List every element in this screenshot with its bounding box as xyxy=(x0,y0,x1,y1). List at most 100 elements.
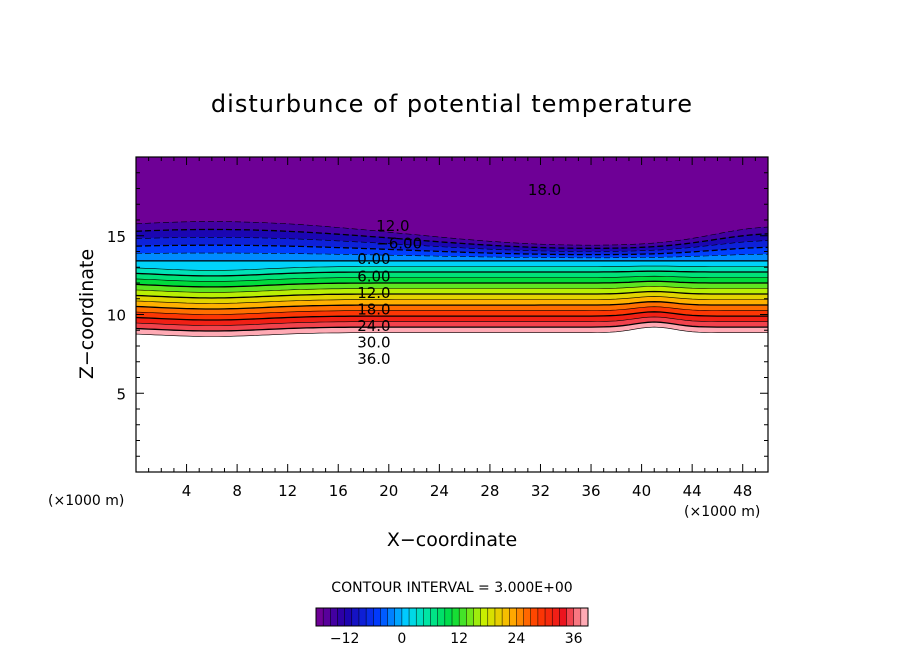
colorbar-segment xyxy=(580,608,589,626)
colorbar-segment xyxy=(573,608,582,626)
x-axis-ticks: 4 8 12 16 20 24 28 32 36 40 44 48 xyxy=(148,157,756,500)
colorbar-segment xyxy=(316,608,324,626)
x-tick-label: 16 xyxy=(329,482,348,500)
chart-title: disturbunce of potential temperature xyxy=(211,90,693,118)
x-axis-label: X−coordinate xyxy=(387,529,517,551)
contour-line xyxy=(136,237,768,252)
contour-line xyxy=(136,296,768,304)
colorbar-segment xyxy=(323,608,331,626)
contour-line xyxy=(136,252,768,259)
colorbar-segment xyxy=(401,608,410,626)
contour-line xyxy=(136,270,768,277)
colorbar-tick-label: 0 xyxy=(397,631,406,647)
y-axis-label: Z−coordinate xyxy=(76,249,98,379)
contour-line xyxy=(136,265,768,271)
colorbar-segment xyxy=(380,608,389,626)
contour-line xyxy=(136,221,768,246)
y-tick-label: 10 xyxy=(107,307,126,325)
x-tick-label: 40 xyxy=(632,482,651,500)
colorbar-tick-label: −12 xyxy=(330,631,360,647)
colorbar-segment xyxy=(487,608,496,626)
contour-label: 36.0 xyxy=(357,350,390,368)
colorbar-tick-label: 36 xyxy=(565,631,583,647)
contour-line xyxy=(136,275,768,282)
colorbar-segment xyxy=(330,608,338,626)
contour-line xyxy=(136,306,768,315)
colorbar-segment xyxy=(502,608,510,626)
colorbar-segment xyxy=(516,608,525,626)
colorbar-segment xyxy=(537,608,546,626)
x-tick-label: 36 xyxy=(581,482,600,500)
contour-line xyxy=(136,228,768,249)
contour-labels: 18.012.0−6.000.006.0012.018.024.030.036.… xyxy=(357,181,561,368)
contour-line xyxy=(136,280,768,288)
colorbar-segment xyxy=(416,608,424,626)
colorbar-segment xyxy=(344,608,353,626)
colorbar-segment xyxy=(409,608,417,626)
colorbar-segment xyxy=(466,608,474,626)
colorbar-segment xyxy=(559,608,568,626)
x-tick-label: 44 xyxy=(683,482,702,500)
colorbar-segment xyxy=(452,608,460,626)
colorbar-segment xyxy=(566,608,575,626)
x-tick-label: 12 xyxy=(278,482,297,500)
x-tick-label: 20 xyxy=(379,482,398,500)
colorbar-segment xyxy=(437,608,446,626)
colorbar-segment xyxy=(494,608,503,626)
contour-label: 18.0 xyxy=(528,181,561,199)
colorbar-segment xyxy=(430,608,439,626)
colorbar-segment xyxy=(444,608,453,626)
x-tick-label: 8 xyxy=(232,482,242,500)
x-tick-label: 24 xyxy=(430,482,449,500)
contour-interval-text: CONTOUR INTERVAL = 3.000E+00 xyxy=(331,580,572,596)
x-tick-label: 28 xyxy=(480,482,499,500)
colorbar-segment xyxy=(530,608,539,626)
x-tick-label: 4 xyxy=(182,482,192,500)
contour-line xyxy=(136,286,768,293)
colorbar-segment xyxy=(509,608,517,626)
contour-line xyxy=(136,321,768,332)
colorbar-segment xyxy=(351,608,360,626)
colorbar-ticks: −12 0 12 24 36 xyxy=(330,631,583,647)
colorbar-segment xyxy=(473,608,482,626)
colorbar-tick-label: 24 xyxy=(508,631,526,647)
contour-label: −6.00 xyxy=(376,234,422,252)
x-tick-label: 48 xyxy=(733,482,752,500)
contour-label: 30.0 xyxy=(357,334,390,352)
contour-line xyxy=(136,290,768,299)
colorbar-segment xyxy=(545,608,553,626)
colorbar-segment xyxy=(394,608,403,626)
colorbar-segment xyxy=(358,608,367,626)
colorbar-segment xyxy=(366,608,374,626)
contour-lines xyxy=(136,221,768,337)
y-tick-label: 15 xyxy=(107,228,126,246)
colorbar-tick-label: 12 xyxy=(450,631,468,647)
colorbar-segment xyxy=(552,608,560,626)
y-tick-label: 5 xyxy=(116,385,126,403)
y-axis-ticks: 5 10 15 xyxy=(107,172,768,457)
colorbar-segment xyxy=(480,608,489,626)
contour-line xyxy=(136,311,768,321)
colorbar-segment xyxy=(423,608,432,626)
colorbar-segment xyxy=(373,608,381,626)
contour-line xyxy=(136,326,768,337)
contour-label: 24.0 xyxy=(357,317,390,335)
contour-label: 6.00 xyxy=(357,267,390,285)
x-tick-label: 32 xyxy=(531,482,550,500)
colorbar xyxy=(315,607,589,627)
contour-line xyxy=(136,316,768,326)
contour-label: 12.0 xyxy=(357,284,390,302)
contour-label: 18.0 xyxy=(357,301,390,319)
colorbar-frame xyxy=(315,607,589,627)
colorbar-segment xyxy=(337,608,346,626)
colorbar-segment xyxy=(459,608,467,626)
x-unit-right: (×1000 m) xyxy=(684,504,760,520)
contour-label: 0.00 xyxy=(357,250,390,268)
contour-line xyxy=(136,301,768,310)
x-unit-left: (×1000 m) xyxy=(48,493,124,509)
contour-label: 12.0 xyxy=(376,217,409,235)
colorbar-segment xyxy=(387,608,396,626)
colorbar-segment xyxy=(523,608,532,626)
contour-line xyxy=(136,244,768,256)
